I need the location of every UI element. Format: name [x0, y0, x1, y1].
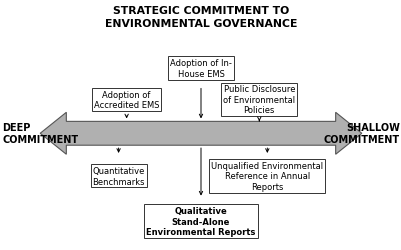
Text: Unqualified Environmental
Reference in Annual
Reports: Unqualified Environmental Reference in A… — [211, 162, 322, 191]
Text: SHALLOW
COMMITMENT: SHALLOW COMMITMENT — [323, 123, 399, 144]
Text: Quantitative
Benchmarks: Quantitative Benchmarks — [92, 166, 144, 186]
Text: Public Disclosure
of Environmental
Policies: Public Disclosure of Environmental Polic… — [223, 85, 295, 115]
Text: STRATEGIC COMMITMENT TO
ENVIRONMENTAL GOVERNANCE: STRATEGIC COMMITMENT TO ENVIRONMENTAL GO… — [105, 6, 296, 28]
Text: Qualitative
Stand-Alone
Environmental Reports: Qualitative Stand-Alone Environmental Re… — [146, 206, 255, 236]
Text: Adoption of In-
House EMS: Adoption of In- House EMS — [170, 59, 231, 78]
Text: DEEP
COMMITMENT: DEEP COMMITMENT — [2, 123, 78, 144]
Polygon shape — [40, 113, 361, 155]
Text: Adoption of
Accredited EMS: Adoption of Accredited EMS — [94, 90, 159, 110]
